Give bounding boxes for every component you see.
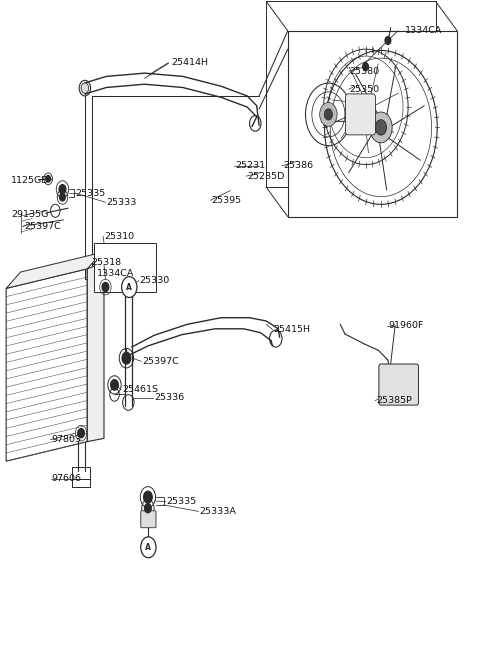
Text: 29135G: 29135G [11,210,48,219]
Text: 97606: 97606 [51,474,82,483]
Text: 1125GB: 1125GB [11,176,48,185]
Circle shape [141,537,156,558]
Circle shape [144,504,151,513]
Circle shape [358,96,373,117]
Text: 25318: 25318 [91,259,121,267]
Circle shape [375,120,386,135]
Text: 97803: 97803 [51,435,82,444]
Circle shape [144,491,152,503]
Circle shape [81,83,89,94]
Bar [95,243,156,291]
Text: 25231: 25231 [235,161,265,170]
Text: A: A [145,543,151,552]
Text: 25415H: 25415H [274,325,311,334]
Text: 25335: 25335 [75,189,106,198]
Bar [72,467,90,479]
Text: 25395: 25395 [211,196,241,205]
Text: 25414H: 25414H [171,58,208,67]
Text: 1334CA: 1334CA [97,269,134,278]
Text: 1334CA: 1334CA [405,26,442,35]
Text: 25310: 25310 [104,232,134,240]
Circle shape [111,380,118,390]
Polygon shape [6,269,87,461]
Text: 25380: 25380 [350,67,380,76]
FancyBboxPatch shape [141,511,156,528]
Circle shape [102,282,109,291]
Polygon shape [6,252,102,288]
Text: 25235D: 25235D [247,172,285,181]
Bar [288,31,457,217]
Circle shape [363,63,368,71]
Text: 25385P: 25385P [376,396,412,405]
FancyBboxPatch shape [379,364,419,405]
Circle shape [320,102,337,126]
Circle shape [59,185,66,194]
Text: 25333: 25333 [107,198,137,207]
Polygon shape [87,262,104,441]
FancyBboxPatch shape [346,94,375,135]
Circle shape [370,112,392,143]
Text: 25333A: 25333A [199,507,236,516]
Circle shape [324,109,333,120]
Circle shape [60,193,65,201]
Circle shape [122,352,131,364]
Circle shape [78,428,84,438]
Text: A: A [126,282,132,291]
Text: 25350: 25350 [350,85,380,94]
Circle shape [362,102,370,112]
Text: 25335: 25335 [166,497,196,506]
Text: 25330: 25330 [140,276,170,285]
Circle shape [121,276,137,297]
Text: 25397C: 25397C [24,222,61,231]
Text: 91960F: 91960F [388,321,423,330]
Text: 25386: 25386 [283,161,313,170]
Circle shape [385,37,391,45]
Text: 25461S: 25461S [122,385,158,394]
Text: 25336: 25336 [154,394,184,402]
Text: 25397C: 25397C [142,357,179,366]
Circle shape [46,176,50,182]
